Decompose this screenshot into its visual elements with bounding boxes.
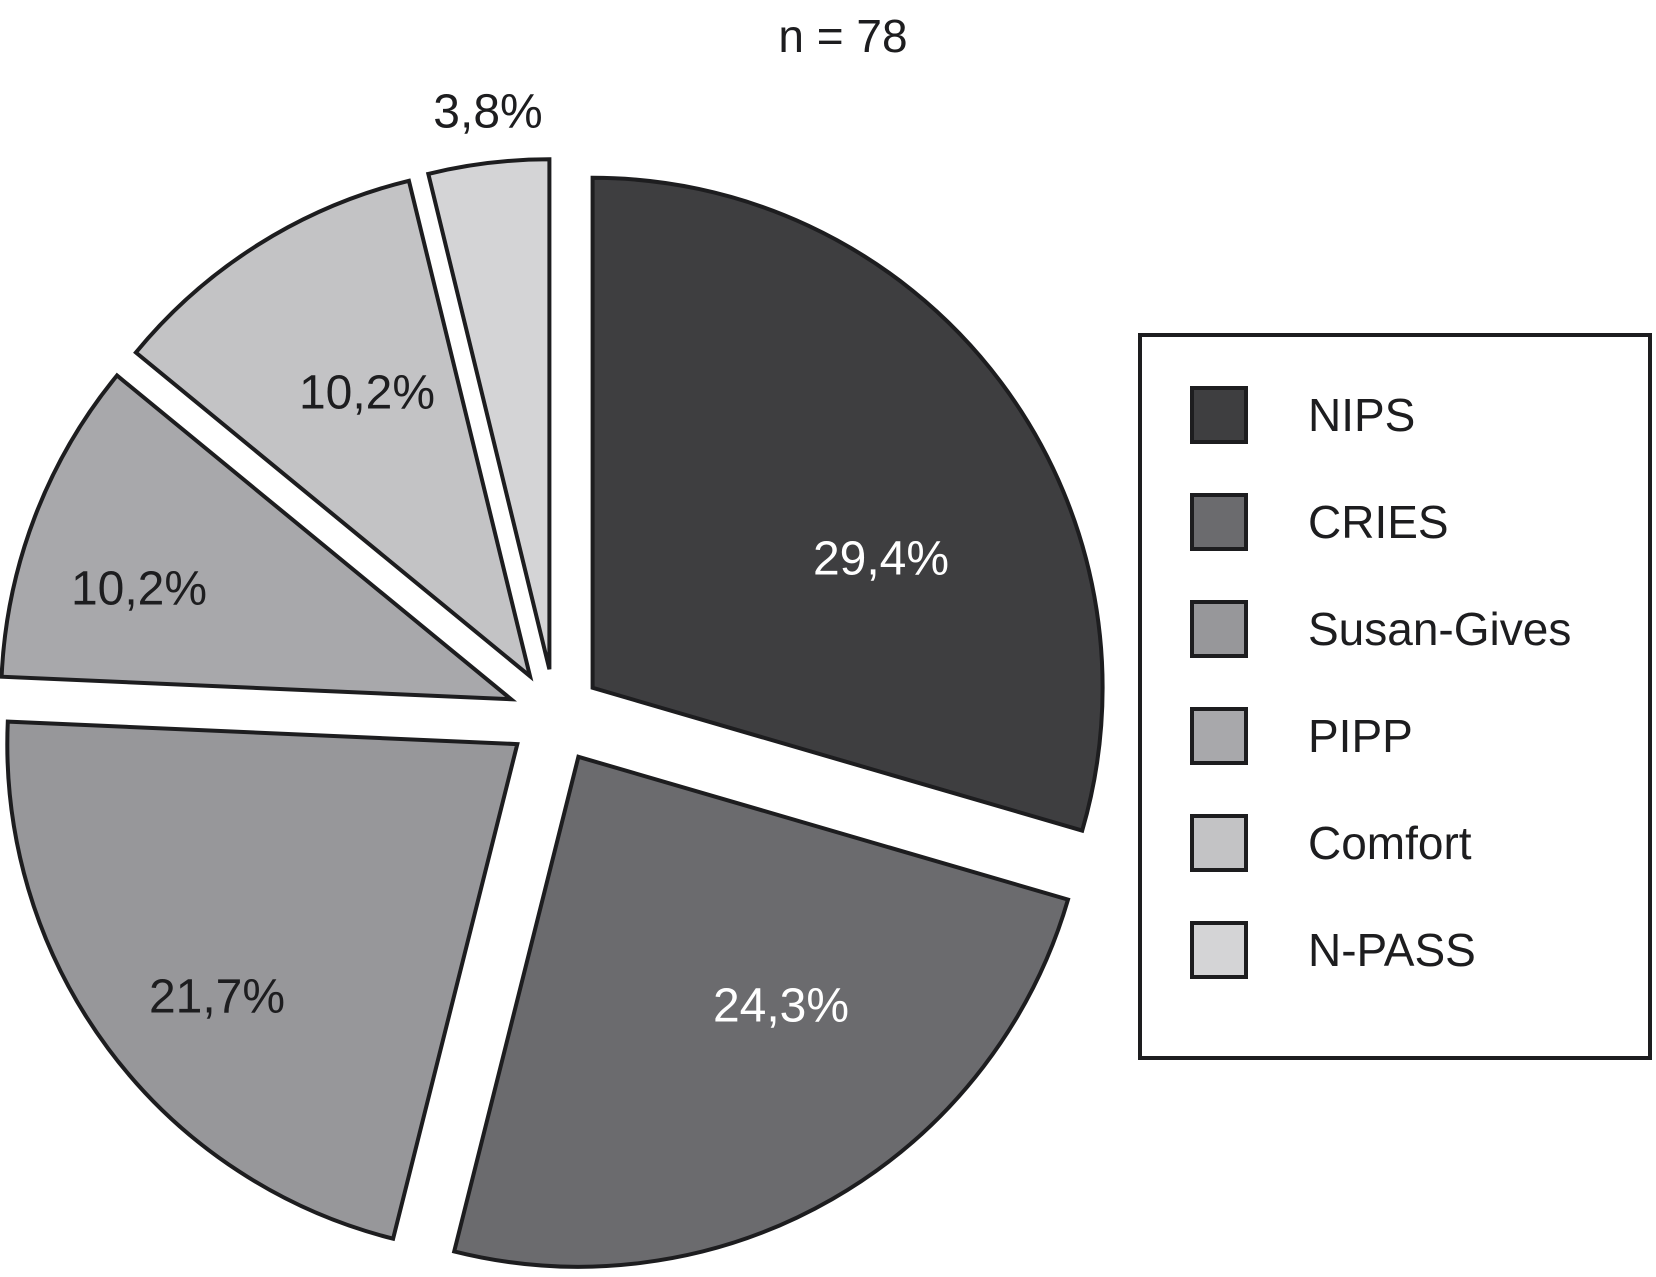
legend-item-nips: NIPS [1142, 361, 1648, 468]
legend-swatch-n-pass [1190, 920, 1248, 979]
legend-item-comfort: Comfort [1142, 789, 1648, 896]
slice-value-label-nips: 29,4% [813, 533, 949, 586]
legend-item-n-pass: N-PASS [1142, 896, 1648, 1003]
legend-label: Comfort [1308, 816, 1472, 869]
legend-label: PIPP [1308, 709, 1413, 762]
pie-slice-labels: 29,4% 24,3% 21,7% 10,2% 10,2% 3,8% [71, 86, 949, 1033]
legend-swatch-nips [1190, 385, 1248, 444]
slice-value-label-susan-gives: 21,7% [149, 971, 285, 1024]
legend-label: N-PASS [1308, 923, 1476, 976]
legend: NIPS CRIES Susan-Gives PIPP Comfort N-PASS [1138, 333, 1652, 1060]
legend-item-pipp: PIPP [1142, 682, 1648, 789]
pie-slices [0, 157, 1105, 1269]
slice-value-label-pipp: 10,2% [71, 563, 207, 616]
pie-slice-cries [451, 754, 1071, 1269]
legend-label: NIPS [1308, 388, 1416, 441]
legend-label: CRIES [1308, 495, 1449, 548]
slice-value-label-n-pass: 3,8% [433, 86, 542, 139]
legend-label: Susan-Gives [1308, 602, 1572, 655]
legend-item-susan-gives: Susan-Gives [1142, 575, 1648, 682]
legend-swatch-cries [1190, 492, 1248, 551]
pie-slice-n-pass [425, 157, 552, 670]
legend-item-cries: CRIES [1142, 468, 1648, 575]
pie-slice-comfort [133, 178, 534, 682]
pie-slice-susan-gives [5, 719, 520, 1242]
slice-value-label-comfort: 10,2% [299, 367, 435, 420]
chart-title: n = 78 [778, 10, 907, 62]
legend-swatch-pipp [1190, 706, 1248, 765]
slice-value-label-cries: 24,3% [713, 980, 849, 1033]
legend-swatch-comfort [1190, 813, 1248, 872]
legend-swatch-susan-gives [1190, 599, 1248, 658]
pie-slice-pipp [0, 372, 518, 702]
pie-slice-nips [590, 175, 1105, 834]
